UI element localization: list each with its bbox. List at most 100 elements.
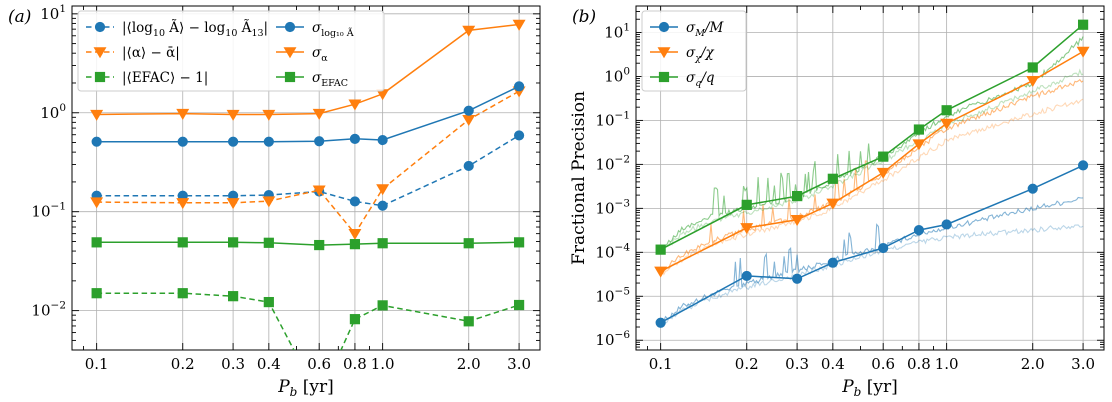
legend-sub: χ bbox=[694, 53, 702, 64]
data-point bbox=[513, 130, 525, 141]
legend-sub: EFAC bbox=[321, 78, 348, 89]
data-point bbox=[349, 196, 361, 207]
x-tick-label: 0.2 bbox=[735, 355, 759, 373]
y-tick-exponent: 0 bbox=[59, 102, 66, 114]
x-axis-label-main: P bbox=[277, 377, 290, 397]
data-point bbox=[377, 300, 388, 311]
data-point bbox=[228, 136, 239, 147]
data-point bbox=[463, 105, 474, 116]
y-tick-label: 10−1 bbox=[31, 201, 66, 221]
y-tick-label: 10−2 bbox=[31, 300, 66, 320]
x-tick-label: 0.8 bbox=[343, 355, 367, 373]
y-tick-label: 10−4 bbox=[595, 241, 630, 261]
series-line bbox=[96, 241, 520, 246]
legend-sub: 13 bbox=[251, 28, 263, 39]
background-trace bbox=[660, 224, 1084, 326]
legend-label: σα bbox=[312, 45, 328, 64]
x-tick-label: 3.0 bbox=[1071, 355, 1095, 373]
legend-text: Ã⟩ − log bbox=[165, 20, 226, 36]
legend-box bbox=[77, 10, 385, 92]
legend-text: /q bbox=[699, 70, 715, 86]
data-point bbox=[377, 200, 388, 211]
x-axis-label: Pb [yr] bbox=[841, 377, 898, 399]
legend-sub: M bbox=[694, 28, 705, 39]
data-point bbox=[376, 184, 390, 196]
data-point bbox=[262, 109, 276, 121]
data-point bbox=[177, 136, 188, 147]
y-tick-exponent: 0 bbox=[623, 65, 630, 77]
data-point bbox=[263, 136, 274, 147]
data-point bbox=[1027, 62, 1038, 73]
y-tick-base: 10 bbox=[604, 23, 623, 41]
y-tick-base: 10 bbox=[595, 243, 614, 261]
legend-text: /χ bbox=[699, 45, 715, 61]
data-point bbox=[91, 237, 102, 248]
x-axis-label-unit: [yr] bbox=[861, 377, 897, 397]
data-point bbox=[1027, 183, 1038, 194]
data-point bbox=[349, 133, 361, 144]
data-point bbox=[827, 173, 838, 184]
series-line bbox=[96, 90, 520, 235]
legend-text: σ bbox=[312, 70, 322, 86]
x-tick-label: 0.4 bbox=[257, 355, 281, 373]
series-line bbox=[96, 134, 520, 207]
data-point bbox=[913, 224, 925, 236]
data-point bbox=[262, 196, 276, 208]
x-axis-label-sub: b bbox=[290, 385, 298, 399]
legend-label: |⟨log10 Ã⟩ − log10 Ã13| bbox=[122, 20, 268, 39]
y-tick-base: 10 bbox=[31, 302, 50, 320]
axes-1: 0.1 0.2 0.3 0.4 0.6 0.8 1.0 2.0 3.010−610−510−41… bbox=[569, 5, 1105, 399]
data-point bbox=[1077, 160, 1089, 171]
background-trace bbox=[660, 196, 1084, 326]
x-tick-label: 0.6 bbox=[871, 355, 895, 373]
data-point bbox=[940, 118, 954, 130]
legend-sub: q bbox=[695, 78, 701, 89]
y-tick-exponent: −1 bbox=[615, 109, 630, 121]
data-point bbox=[741, 270, 752, 282]
y-tick-exponent: 1 bbox=[59, 3, 66, 15]
legend-text: σ bbox=[686, 70, 696, 86]
data-point bbox=[314, 239, 325, 251]
y-tick-label: 100 bbox=[40, 102, 66, 122]
y-tick-base: 10 bbox=[40, 5, 59, 23]
legend-marker bbox=[93, 47, 107, 59]
data-point bbox=[263, 237, 274, 248]
legend-label: σq/q bbox=[686, 70, 715, 89]
y-tick-label: 10−5 bbox=[595, 285, 630, 305]
y-tick-label: 10−2 bbox=[595, 153, 630, 173]
legend-text: σ bbox=[686, 20, 696, 36]
data-point bbox=[826, 198, 840, 210]
y-tick-base: 10 bbox=[595, 287, 614, 305]
x-tick-label: 0.4 bbox=[821, 355, 845, 373]
data-point bbox=[941, 219, 952, 230]
panel-a-chart: 0.1 0.2 0.3 0.4 0.6 0.8 1.0 2.0 3.010−210−110010… bbox=[8, 3, 541, 399]
data-point bbox=[263, 296, 274, 308]
data-point bbox=[349, 239, 361, 250]
series-group bbox=[90, 19, 526, 350]
data-point bbox=[1077, 19, 1089, 30]
panel-b-chart: 0.1 0.2 0.3 0.4 0.6 0.8 1.0 2.0 3.010−610−510−41… bbox=[569, 5, 1105, 399]
y-tick-label: 10−6 bbox=[595, 329, 630, 349]
legend-marker bbox=[94, 21, 106, 33]
data-point bbox=[312, 108, 326, 120]
legend-text: σ bbox=[312, 20, 322, 36]
legend-text: σ bbox=[686, 45, 696, 61]
data-point bbox=[792, 190, 803, 202]
y-axis-label: Fractional Precision bbox=[569, 91, 589, 265]
x-tick-label: 0.6 bbox=[307, 355, 331, 373]
y-tick-exponent: 1 bbox=[623, 21, 630, 33]
legend-marker bbox=[284, 71, 296, 83]
y-tick-label: 10−1 bbox=[595, 109, 630, 129]
data-point bbox=[878, 242, 889, 254]
legend-box bbox=[641, 10, 747, 92]
data-point bbox=[226, 198, 240, 210]
data-point bbox=[654, 266, 668, 278]
data-point bbox=[312, 185, 326, 197]
legend-sub: 10 bbox=[225, 28, 237, 39]
legend-label: σM/M bbox=[686, 20, 725, 39]
data-point bbox=[876, 167, 890, 179]
background-trace bbox=[660, 68, 1084, 253]
legend: |⟨log10 Ã⟩ − log10 Ã13||⟨α⟩ − ᾱ||⟨EFAC⟩ … bbox=[77, 10, 385, 92]
legend-text: |⟨EFAC⟩ − 1| bbox=[122, 70, 208, 86]
x-axis-label-main: P bbox=[841, 377, 854, 397]
